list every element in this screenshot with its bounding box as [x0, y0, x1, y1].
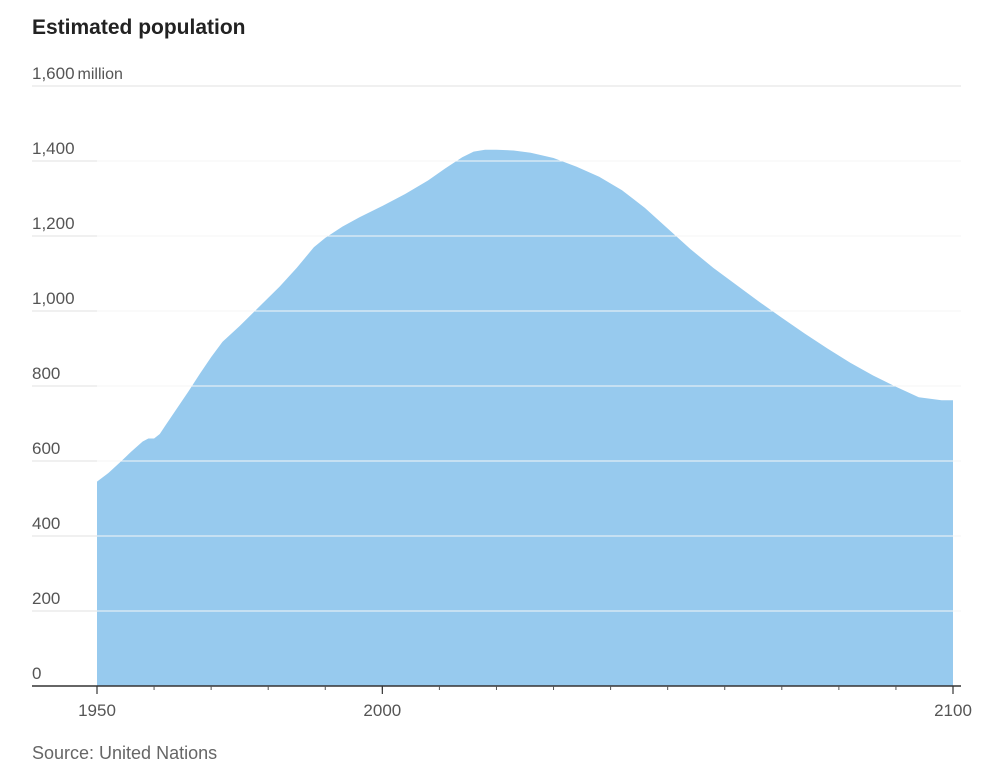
y-tick-label-600: 600: [32, 439, 60, 458]
y-tick-label-1200: 1,200: [32, 214, 75, 233]
y-tick-label-1600: 1,600: [32, 64, 75, 83]
y-tick-label-400: 400: [32, 514, 60, 533]
y-unit-label: million: [78, 66, 123, 83]
x-tick-label-1950: 1950: [78, 701, 116, 720]
y-tick-label-200: 200: [32, 589, 60, 608]
y-tick-label-800: 800: [32, 364, 60, 383]
source-note: Source: United Nations: [32, 743, 218, 763]
x-tick-label-2000: 2000: [363, 701, 401, 720]
population-area: [97, 149, 953, 686]
y-tick-label-1400: 1,400: [32, 139, 75, 158]
y-tick-label-1000: 1,000: [32, 289, 75, 308]
y-tick-label-0: 0: [32, 664, 41, 683]
chart-title: Estimated population: [32, 16, 246, 39]
x-tick-label-2100: 2100: [934, 701, 972, 720]
